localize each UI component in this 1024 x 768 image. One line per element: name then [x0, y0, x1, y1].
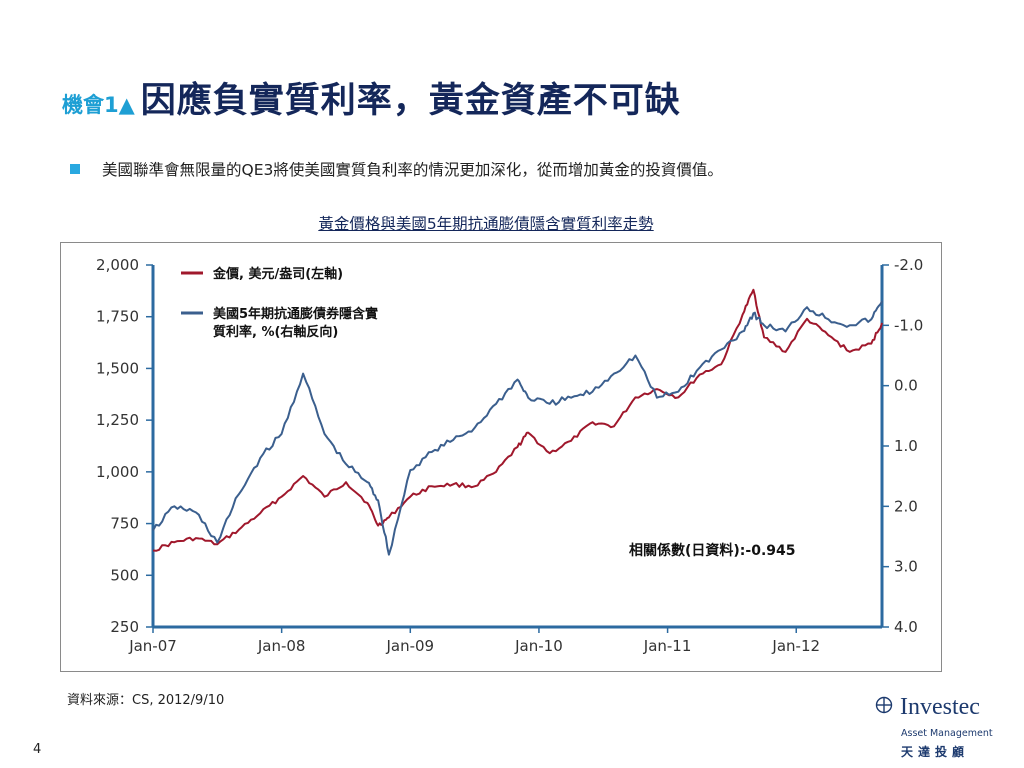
- right-tick-label: -2.0: [894, 256, 923, 274]
- slide-title: 機會1▲ 因應負實質利率，黃金資產不可缺: [62, 72, 681, 123]
- logo-chinese-name: 天達投顧: [901, 745, 970, 759]
- correlation-annotation: 相關係數(日資料):-0.945: [629, 542, 796, 559]
- logo-subtitle: Asset Management: [901, 728, 993, 739]
- right-tick-label: 1.0: [894, 437, 918, 455]
- bullet-square-icon: [70, 164, 80, 174]
- bullet-point: 美國聯準會無限量的QE3將使美國實質負利率的情況更加深化，從而增加黃金的投資價值…: [70, 158, 723, 180]
- gold-price-series-line: [152, 288, 883, 552]
- legend-label: 美國5年期抗通膨債券隱含實: [213, 306, 378, 322]
- investec-logo: Investec Asset Management 天達投顧: [872, 693, 1017, 763]
- investec-zebra-icon: [875, 696, 893, 714]
- left-tick-label: 2,000: [96, 256, 139, 274]
- source-note: 資料來源：CS, 2012/9/10: [67, 693, 225, 708]
- x-tick-label: Jan-08: [257, 637, 306, 655]
- x-tick-label: Jan-11: [643, 637, 692, 655]
- right-tick-label: 2.0: [894, 497, 918, 515]
- title-prefix: 機會1▲: [62, 93, 135, 117]
- logo-name: Investec: [900, 694, 980, 720]
- chart-frame: 2,000 1,750 1,500 1,250 1,000 750 500 250 -2.0 -1…: [60, 242, 942, 672]
- page-number: 4: [33, 742, 42, 757]
- chart-title: 黃金價格與美國5年期抗通膨債隱含實質利率走勢: [318, 215, 654, 233]
- x-tick-label: Jan-10: [514, 637, 563, 655]
- left-tick-label: 250: [110, 618, 139, 636]
- left-tick-label: 1,750: [96, 308, 139, 326]
- left-tick-label: 500: [110, 566, 139, 584]
- gold-vs-real-rate-chart: 2,000 1,750 1,500 1,250 1,000 750 500 250 -2.0 -1…: [96, 256, 923, 655]
- x-tick-label: Jan-12: [771, 637, 820, 655]
- right-tick-label: 3.0: [894, 558, 918, 576]
- left-tick-label: 1,000: [96, 463, 139, 481]
- legend-label: 金價, 美元/盎司(左軸): [212, 266, 343, 282]
- right-tick-label: 0.0: [894, 377, 918, 395]
- left-tick-label: 1,500: [96, 359, 139, 377]
- left-tick-label: 1,250: [96, 411, 139, 429]
- x-tick-label: Jan-07: [128, 637, 177, 655]
- real-rate-series-line: [152, 300, 883, 556]
- right-tick-label: 4.0: [894, 618, 918, 636]
- x-tick-label: Jan-09: [385, 637, 434, 655]
- right-tick-label: -1.0: [894, 316, 923, 334]
- title-main: 因應負實質利率，黃金資產不可缺: [140, 81, 681, 121]
- left-tick-label: 750: [110, 515, 139, 533]
- legend-label: 質利率, %(右軸反向): [213, 324, 338, 340]
- bullet-text: 美國聯準會無限量的QE3將使美國實質負利率的情況更加深化，從而增加黃金的投資價值…: [102, 161, 723, 179]
